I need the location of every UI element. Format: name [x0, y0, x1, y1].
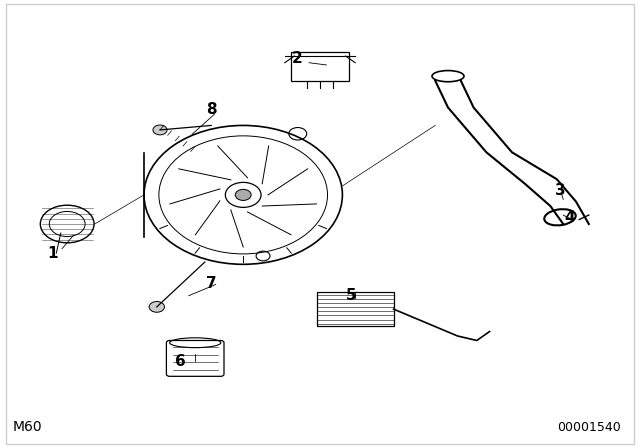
Text: 5: 5 [346, 288, 356, 303]
Circle shape [236, 190, 251, 200]
Text: 3: 3 [555, 183, 565, 198]
Text: 7: 7 [206, 276, 216, 291]
Text: 1: 1 [47, 246, 58, 261]
Text: M60: M60 [13, 420, 42, 434]
Circle shape [149, 302, 164, 312]
Bar [317, 293, 394, 326]
Circle shape [153, 125, 167, 135]
Text: 8: 8 [206, 102, 216, 117]
Text: 2: 2 [292, 51, 302, 66]
Text: 00001540: 00001540 [557, 421, 621, 434]
Text: 4: 4 [564, 210, 575, 225]
Text: 6: 6 [175, 354, 186, 369]
